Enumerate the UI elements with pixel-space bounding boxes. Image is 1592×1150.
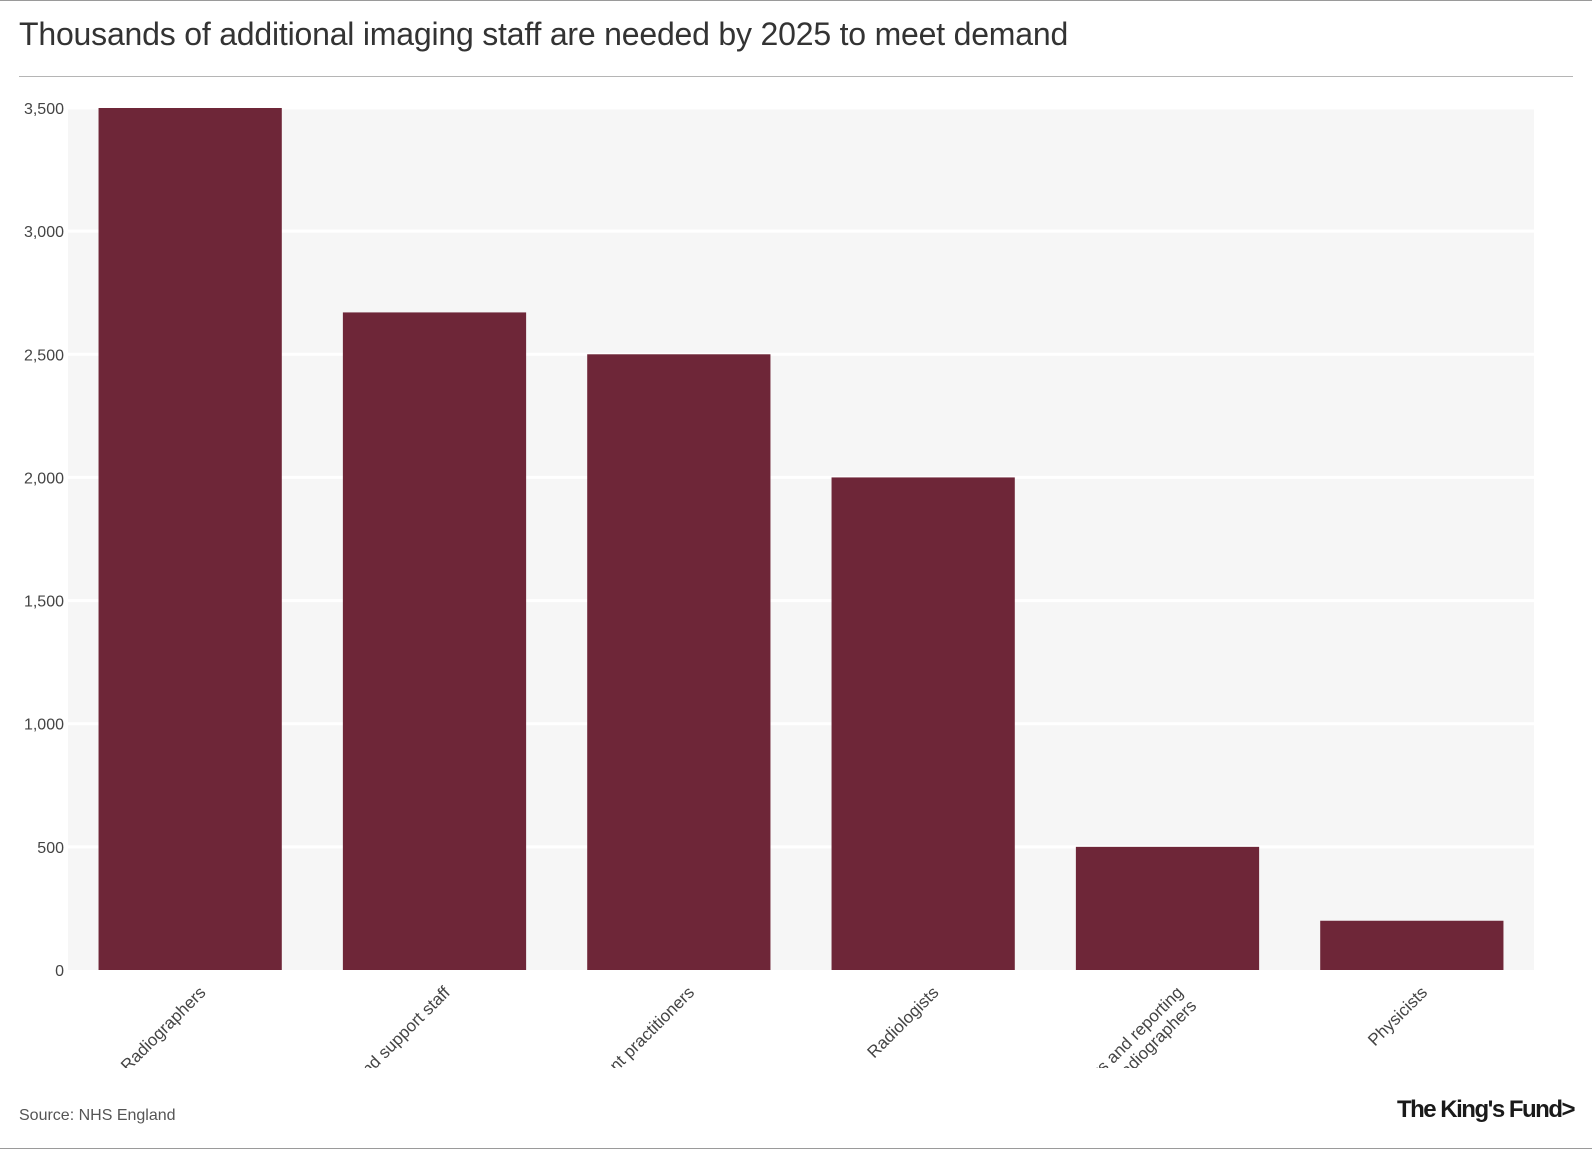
x-tick-label: Radiographers: [117, 983, 209, 1075]
bar-sonographers-and-reporting-radiographers: [1075, 846, 1260, 970]
y-tick-label: 1,500: [24, 594, 64, 611]
y-tick-label: 3,000: [24, 224, 64, 241]
y-tick-label: 0: [55, 963, 64, 980]
y-tick-label: 3,500: [24, 101, 64, 118]
y-tick-label: 1,000: [24, 717, 64, 734]
bar-assistants-and-support-staff: [342, 312, 527, 971]
frame-bottom-border: [0, 1148, 1592, 1149]
bar-assistant-practitioners: [587, 354, 771, 970]
y-tick-label: 500: [37, 840, 64, 857]
y-axis-ticks: 0 500 1,000 1,500 2,000 2,500 3,000 3,500: [24, 101, 64, 980]
y-tick-label: 2,500: [24, 347, 64, 364]
title-divider: [19, 76, 1573, 77]
bar-chart: 0 500 1,000 1,500 2,000 2,500 3,000 3,500 Radio…: [23, 101, 1534, 1090]
bar-radiologists: [831, 477, 1015, 970]
x-tick-label: Physicists: [1364, 983, 1431, 1050]
x-tick-label: Assistants and support staff: [293, 983, 454, 1090]
source-note: Source: NHS England: [19, 1107, 176, 1124]
kings-fund-logo: The King's Fund>: [1396, 1096, 1576, 1123]
x-axis-labels: Radiographers Assistants and support staf…: [117, 983, 1431, 1090]
plot-background: [68, 108, 1534, 970]
x-tick-label: Radiologists: [864, 983, 943, 1062]
frame-top-border: [0, 0, 1592, 1]
chart-title: Thousands of additional imaging staff ar…: [19, 16, 1069, 52]
x-tick-label: Sonographers and reportingradiographers: [1024, 983, 1201, 1090]
bars: [98, 108, 1504, 971]
x-tick-label: Assistant practitioners: [567, 983, 698, 1090]
grid-lines: [68, 106, 1534, 849]
y-tick-label: 2,000: [24, 470, 64, 487]
bar-radiographers: [98, 108, 282, 970]
bar-physicists: [1320, 920, 1504, 970]
